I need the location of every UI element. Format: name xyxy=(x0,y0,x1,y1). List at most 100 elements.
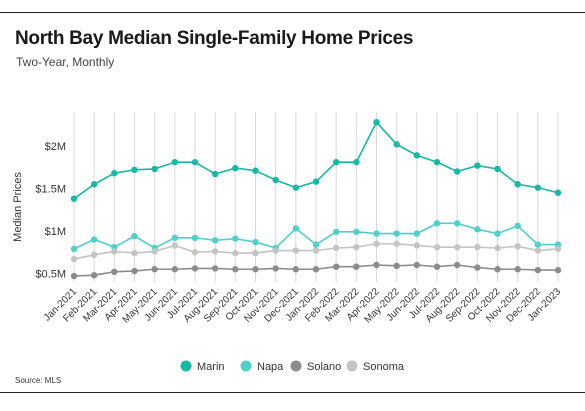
chart-subtitle: Two-Year, Monthly xyxy=(16,55,115,69)
data-point xyxy=(373,230,380,237)
data-point xyxy=(433,158,441,166)
data-point xyxy=(191,234,199,241)
data-point xyxy=(534,266,542,274)
data-point xyxy=(494,244,501,252)
data-point xyxy=(131,166,138,173)
data-point xyxy=(151,165,158,173)
data-point xyxy=(272,265,279,272)
data-point xyxy=(554,266,562,274)
x-axis: Jan-2021Feb-2021Mar-2021Apr-2021May-2021… xyxy=(42,286,564,326)
legend-marker xyxy=(346,360,358,372)
data-point xyxy=(332,228,340,236)
data-point xyxy=(292,184,300,191)
source-note: Source: MLS xyxy=(15,376,62,385)
y-axis-label: Median Prices xyxy=(12,172,24,242)
data-point xyxy=(514,181,521,188)
y-axis: $0.5M $1M $1.5M $2M xyxy=(35,141,66,281)
data-point xyxy=(312,241,320,248)
data-point xyxy=(474,264,481,271)
data-point xyxy=(413,152,421,159)
data-point xyxy=(131,249,138,257)
data-point xyxy=(211,265,219,272)
data-point xyxy=(373,261,380,269)
data-point xyxy=(90,181,98,188)
y-tick-label: $0.5M xyxy=(35,269,66,281)
legend-item-marin[interactable]: Marin xyxy=(180,360,225,374)
data-point xyxy=(332,244,340,252)
data-point xyxy=(90,236,98,243)
y-tick-label: $2M xyxy=(45,141,66,153)
data-point xyxy=(433,220,441,227)
legend-label: Solano xyxy=(307,361,341,373)
data-point xyxy=(474,243,481,251)
data-point xyxy=(191,265,199,272)
data-point xyxy=(393,240,400,247)
data-point xyxy=(171,158,179,166)
data-point xyxy=(211,237,219,244)
data-point xyxy=(312,266,320,273)
series-marin xyxy=(70,119,562,202)
data-point xyxy=(514,266,521,273)
legend-label: Marin xyxy=(197,361,225,373)
data-point xyxy=(232,235,239,242)
series-sonoma xyxy=(70,240,562,263)
data-point xyxy=(373,119,380,126)
data-point xyxy=(70,255,78,263)
data-point xyxy=(534,241,542,248)
data-point xyxy=(111,248,118,255)
series-napa xyxy=(70,220,562,253)
data-point xyxy=(232,164,239,172)
data-point xyxy=(534,247,542,254)
legend-label: Napa xyxy=(257,361,284,373)
data-point xyxy=(353,158,360,166)
data-point xyxy=(191,158,199,166)
data-point xyxy=(494,165,501,173)
data-point xyxy=(171,242,179,249)
legend-marker xyxy=(290,360,302,372)
data-point xyxy=(373,240,380,247)
data-point xyxy=(353,263,360,270)
data-point xyxy=(171,234,179,241)
data-point xyxy=(413,230,421,237)
data-point xyxy=(312,247,320,254)
legend-marker xyxy=(180,360,192,372)
y-tick-label: $1.5M xyxy=(35,184,66,196)
data-point xyxy=(272,176,279,184)
top-rule xyxy=(0,12,585,13)
y-tick-label: $1M xyxy=(45,226,66,238)
data-point xyxy=(534,184,542,191)
legend-item-sonoma[interactable]: Sonoma xyxy=(346,360,405,374)
data-point xyxy=(433,263,441,270)
legend-item-napa[interactable]: Napa xyxy=(240,360,285,374)
data-point xyxy=(70,272,78,280)
gridlines xyxy=(73,112,559,282)
data-point xyxy=(514,243,521,250)
data-point xyxy=(453,243,461,251)
data-point xyxy=(433,243,441,251)
data-point xyxy=(413,261,421,269)
data-point xyxy=(353,243,360,251)
data-point xyxy=(232,249,239,257)
data-point xyxy=(191,249,199,256)
series-solano xyxy=(70,261,562,280)
data-point xyxy=(494,230,501,237)
data-point xyxy=(272,247,279,254)
data-point xyxy=(393,262,400,270)
data-point xyxy=(111,170,118,177)
data-point xyxy=(453,168,461,175)
data-point xyxy=(70,245,78,253)
data-point xyxy=(474,162,481,169)
legend-item-solano[interactable]: Solano xyxy=(290,360,342,374)
data-point xyxy=(332,158,340,166)
data-point xyxy=(211,170,219,178)
bottom-rule xyxy=(0,392,585,393)
data-point xyxy=(292,225,300,232)
chart-title: North Bay Median Single-Family Home Pric… xyxy=(15,28,414,49)
data-point xyxy=(554,189,562,196)
data-point xyxy=(413,242,421,249)
data-point xyxy=(252,266,259,273)
data-point xyxy=(393,141,400,148)
data-point xyxy=(131,232,138,240)
legend[interactable]: Marin Napa Solano Sonoma xyxy=(180,360,405,374)
data-point xyxy=(111,268,118,275)
